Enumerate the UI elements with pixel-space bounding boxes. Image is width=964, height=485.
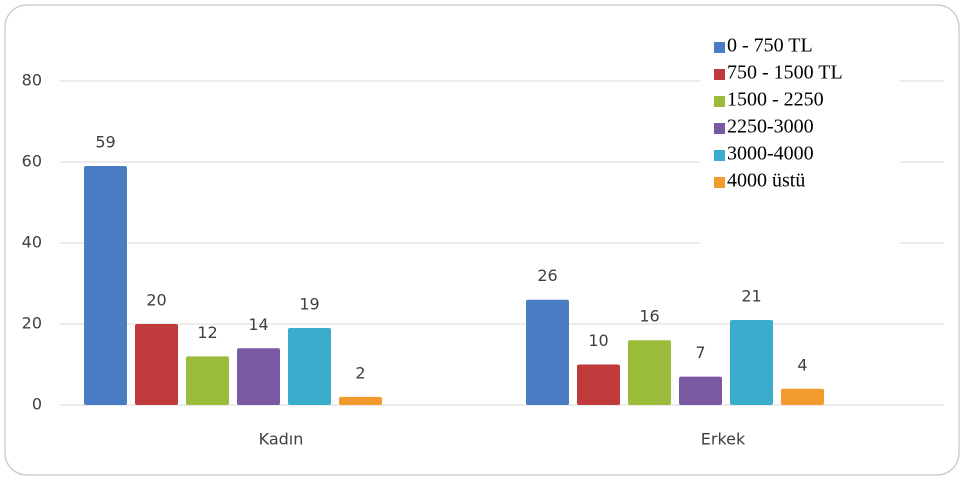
value-label: 4 [797,355,807,374]
bar [186,356,229,405]
y-tick-label: 60 [22,152,42,171]
legend-label: 2250-3000 [727,116,814,138]
legend-label: 0 - 750 TL [727,35,813,57]
value-label: 2 [355,363,365,382]
bar [628,340,671,405]
y-tick-label: 0 [32,395,42,414]
value-label: 14 [248,315,268,334]
value-label: 59 [95,133,115,152]
bar [288,328,331,405]
bar [84,166,127,405]
legend-label: 750 - 1500 TL [727,62,843,84]
value-label: 7 [695,343,705,362]
legend-box [700,32,900,246]
value-label: 12 [197,323,217,342]
y-tick-label: 80 [22,71,42,90]
bar [781,388,824,405]
x-tick-label: Erkek [701,430,746,449]
legend-swatch [714,177,725,188]
legend-swatch [714,96,725,107]
value-label: 21 [741,286,761,305]
bar [526,299,569,405]
legend-label: 3000-4000 [727,143,814,165]
bar [339,396,382,405]
legend-label: 1500 - 2250 [727,89,824,111]
value-label: 16 [639,307,659,326]
bar [237,348,280,405]
value-label: 10 [588,331,608,350]
y-tick-label: 40 [22,233,42,252]
value-label: 19 [299,295,319,314]
legend-swatch [714,69,725,80]
value-label: 26 [537,266,557,285]
bar [135,324,178,405]
bar [577,364,620,405]
x-tick-label: Kadın [259,430,304,449]
legend-label: 4000 üstü [727,170,805,192]
y-tick-label: 20 [22,314,42,333]
bar [679,376,722,405]
legend-swatch [714,150,725,161]
legend-swatch [714,42,725,53]
legend-swatch [714,123,725,134]
value-label: 20 [146,291,166,310]
bar [730,319,773,405]
